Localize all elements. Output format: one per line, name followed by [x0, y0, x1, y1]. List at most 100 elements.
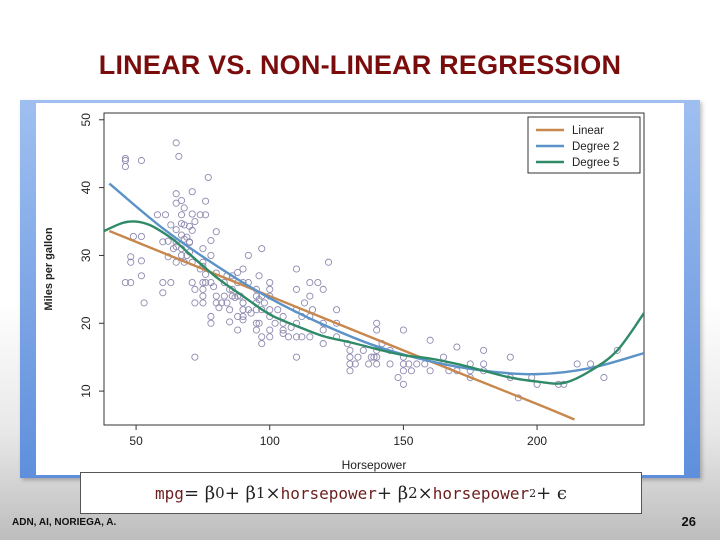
series-line-degree-5 — [104, 220, 644, 385]
data-point — [121, 154, 129, 162]
page-number: 26 — [681, 514, 696, 529]
regression-chart: 50 100 150 200 10 20 30 40 50 Miles per gallon Hor… — [43, 112, 645, 472]
data-point — [177, 196, 186, 205]
data-point — [188, 226, 196, 234]
data-point — [159, 279, 167, 287]
formula-horsepower-2: horsepower — [432, 483, 530, 503]
data-point — [426, 367, 434, 375]
data-point — [212, 228, 220, 236]
fit-curves — [104, 182, 644, 421]
data-point — [480, 346, 488, 354]
data-point — [333, 306, 341, 314]
data-point — [298, 333, 306, 341]
data-point — [226, 318, 234, 326]
data-point — [228, 272, 236, 280]
data-point — [121, 279, 129, 287]
data-point — [202, 197, 210, 205]
x-tick-label: 150 — [393, 434, 413, 448]
data-point — [220, 279, 228, 287]
data-point — [351, 360, 359, 368]
data-point — [175, 152, 183, 160]
data-point — [373, 360, 381, 368]
data-point — [191, 353, 199, 361]
y-tick-label: 20 — [79, 316, 93, 330]
data-point — [167, 221, 175, 229]
data-point — [306, 292, 314, 300]
data-point — [199, 292, 207, 300]
data-point — [199, 245, 207, 253]
data-point — [258, 245, 266, 253]
data-point — [172, 226, 180, 234]
data-point — [212, 292, 220, 300]
slide-title: LINEAR VS. NON-LINEAR REGRESSION — [98, 50, 622, 80]
data-point — [386, 360, 394, 368]
data-point — [239, 306, 247, 314]
data-point — [399, 380, 407, 388]
data-point — [159, 289, 167, 297]
data-point — [365, 360, 373, 368]
data-point — [140, 299, 148, 307]
data-point — [239, 312, 247, 321]
data-point — [346, 360, 354, 368]
data-point — [258, 306, 266, 314]
x-tick-label: 200 — [527, 434, 547, 448]
y-tick-label: 30 — [79, 248, 93, 262]
data-point — [121, 156, 129, 165]
data-point — [207, 319, 215, 327]
data-point — [137, 257, 145, 265]
data-point — [164, 237, 172, 245]
formula-times-2: × — [417, 482, 433, 504]
data-point — [234, 268, 242, 276]
data-point — [180, 221, 188, 229]
data-point — [426, 336, 434, 344]
data-point — [373, 326, 381, 334]
data-point — [159, 238, 167, 246]
data-point — [199, 299, 207, 307]
data-point — [359, 346, 367, 354]
series-line-degree-2 — [108, 182, 644, 376]
data-point — [306, 333, 314, 341]
data-point — [266, 285, 274, 293]
data-point — [202, 279, 210, 287]
data-point — [210, 283, 218, 291]
data-point — [399, 326, 407, 334]
data-point — [137, 272, 145, 280]
formula-horsepower-1: horsepower — [280, 483, 377, 503]
data-point — [300, 299, 309, 307]
data-point — [220, 292, 228, 300]
data-point — [274, 306, 282, 314]
data-point — [255, 272, 263, 280]
y-tick-label: 10 — [79, 384, 93, 398]
data-point — [266, 333, 274, 341]
data-point — [279, 329, 287, 337]
data-point — [600, 373, 608, 382]
data-point — [325, 258, 333, 266]
data-point — [177, 251, 186, 259]
data-point — [573, 360, 581, 368]
data-point — [199, 285, 207, 293]
data-point — [188, 210, 196, 218]
data-point — [202, 211, 210, 219]
formula-eq-beta: = β — [183, 482, 216, 504]
formula-plus-beta2: + β — [376, 482, 409, 504]
formula-times-1: × — [265, 482, 281, 504]
data-point — [234, 312, 242, 321]
data-point — [346, 367, 354, 375]
data-point — [255, 319, 263, 327]
data-point — [284, 333, 293, 341]
data-point — [373, 319, 381, 327]
data-point — [204, 173, 212, 181]
data-point — [127, 279, 135, 287]
data-point — [453, 343, 461, 351]
data-point — [191, 285, 199, 293]
data-point — [399, 367, 407, 375]
data-point — [266, 306, 274, 314]
data-point — [292, 285, 301, 293]
data-point — [196, 211, 204, 219]
formula-sub-0: 0 — [215, 484, 225, 502]
data-point — [137, 232, 145, 240]
data-point — [127, 253, 135, 261]
data-point — [399, 360, 407, 368]
data-point — [207, 236, 215, 245]
y-axis-label: Miles per gallon — [43, 227, 55, 310]
